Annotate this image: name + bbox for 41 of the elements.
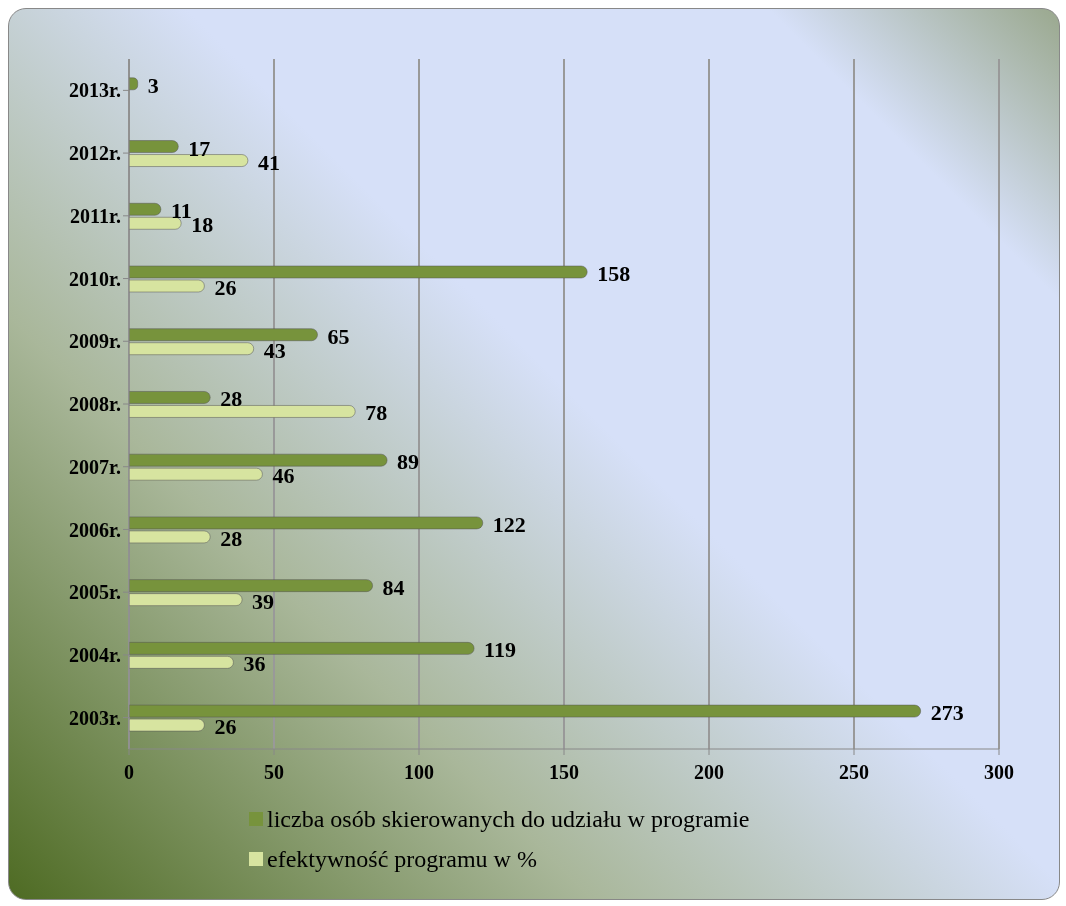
data-label: 43 — [263, 337, 286, 363]
data-label: 39 — [252, 588, 275, 614]
x-tick-label: 250 — [839, 761, 869, 784]
data-label: 46 — [272, 463, 295, 489]
x-tick-label: 200 — [694, 761, 724, 784]
y-tick-label: 2007r. — [68, 455, 121, 478]
y-tick-label: 2012r. — [68, 142, 121, 165]
x-tick-label: 50 — [264, 761, 284, 784]
data-label: 122 — [492, 511, 526, 537]
data-label: 3 — [147, 72, 159, 98]
data-label: 41 — [257, 149, 280, 175]
data-label: 28 — [220, 525, 243, 551]
x-tick-label: 150 — [549, 761, 579, 784]
data-label: 26 — [214, 275, 237, 300]
y-tick-label: 2006r. — [68, 518, 121, 541]
y-tick-label: 2013r. — [68, 79, 121, 102]
data-label: 78 — [365, 400, 388, 426]
data-label: 89 — [397, 449, 420, 475]
y-tick-label: 2005r. — [68, 581, 121, 604]
data-label: 158 — [597, 261, 631, 286]
y-tick-label: 2008r. — [68, 393, 121, 416]
data-label: 18 — [191, 212, 214, 238]
x-tick-label: 0 — [124, 761, 134, 784]
x-tick-label: 100 — [404, 761, 434, 784]
legend-label: efektywność programu w % — [267, 845, 537, 873]
data-label: 26 — [214, 714, 237, 740]
data-label: 84 — [382, 574, 405, 600]
legend-label: liczba osób skierowanych do udziału w programie — [267, 805, 750, 833]
data-label: 65 — [327, 323, 350, 349]
y-tick-label: 2009r. — [68, 330, 121, 353]
data-label: 17 — [188, 135, 211, 161]
data-label: 119 — [484, 637, 516, 663]
y-tick-label: 2010r. — [68, 267, 121, 290]
y-tick-label: 2003r. — [68, 706, 121, 729]
data-label: 28 — [220, 386, 243, 412]
data-label: 273 — [930, 700, 964, 726]
y-tick-label: 2004r. — [68, 644, 121, 667]
data-label: 11 — [170, 198, 192, 224]
data-label: 36 — [243, 651, 266, 677]
y-tick-label: 2011r. — [70, 204, 121, 227]
x-tick-label: 300 — [984, 761, 1014, 784]
